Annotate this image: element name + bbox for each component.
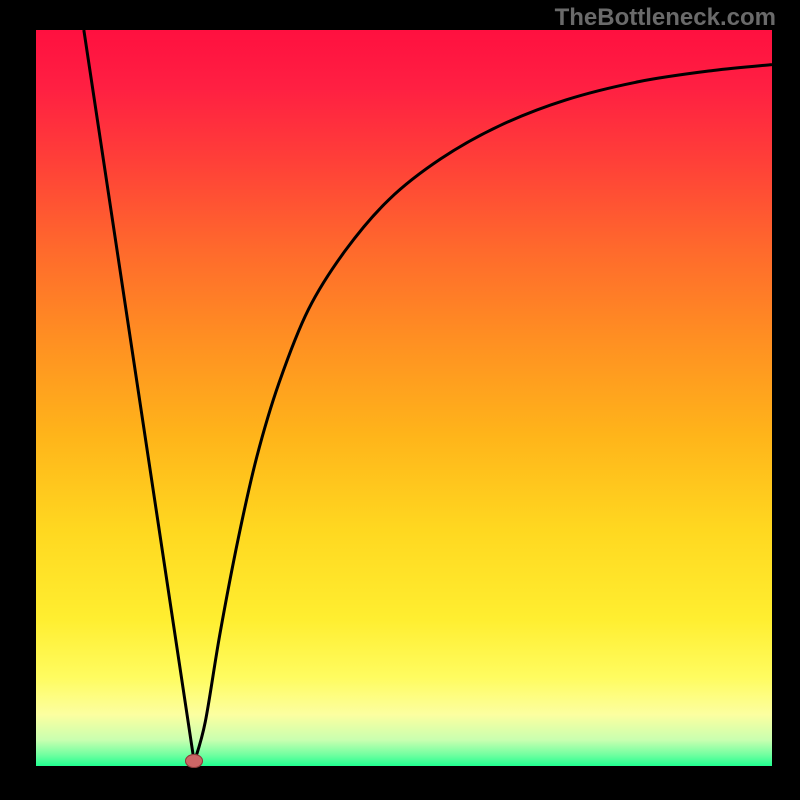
chart-container: TheBottleneck.com [0,0,800,800]
curve-layer [36,30,772,766]
bottleneck-curve [84,30,772,762]
optimum-marker [185,754,203,768]
plot-area [36,30,772,766]
watermark-text: TheBottleneck.com [555,4,776,32]
